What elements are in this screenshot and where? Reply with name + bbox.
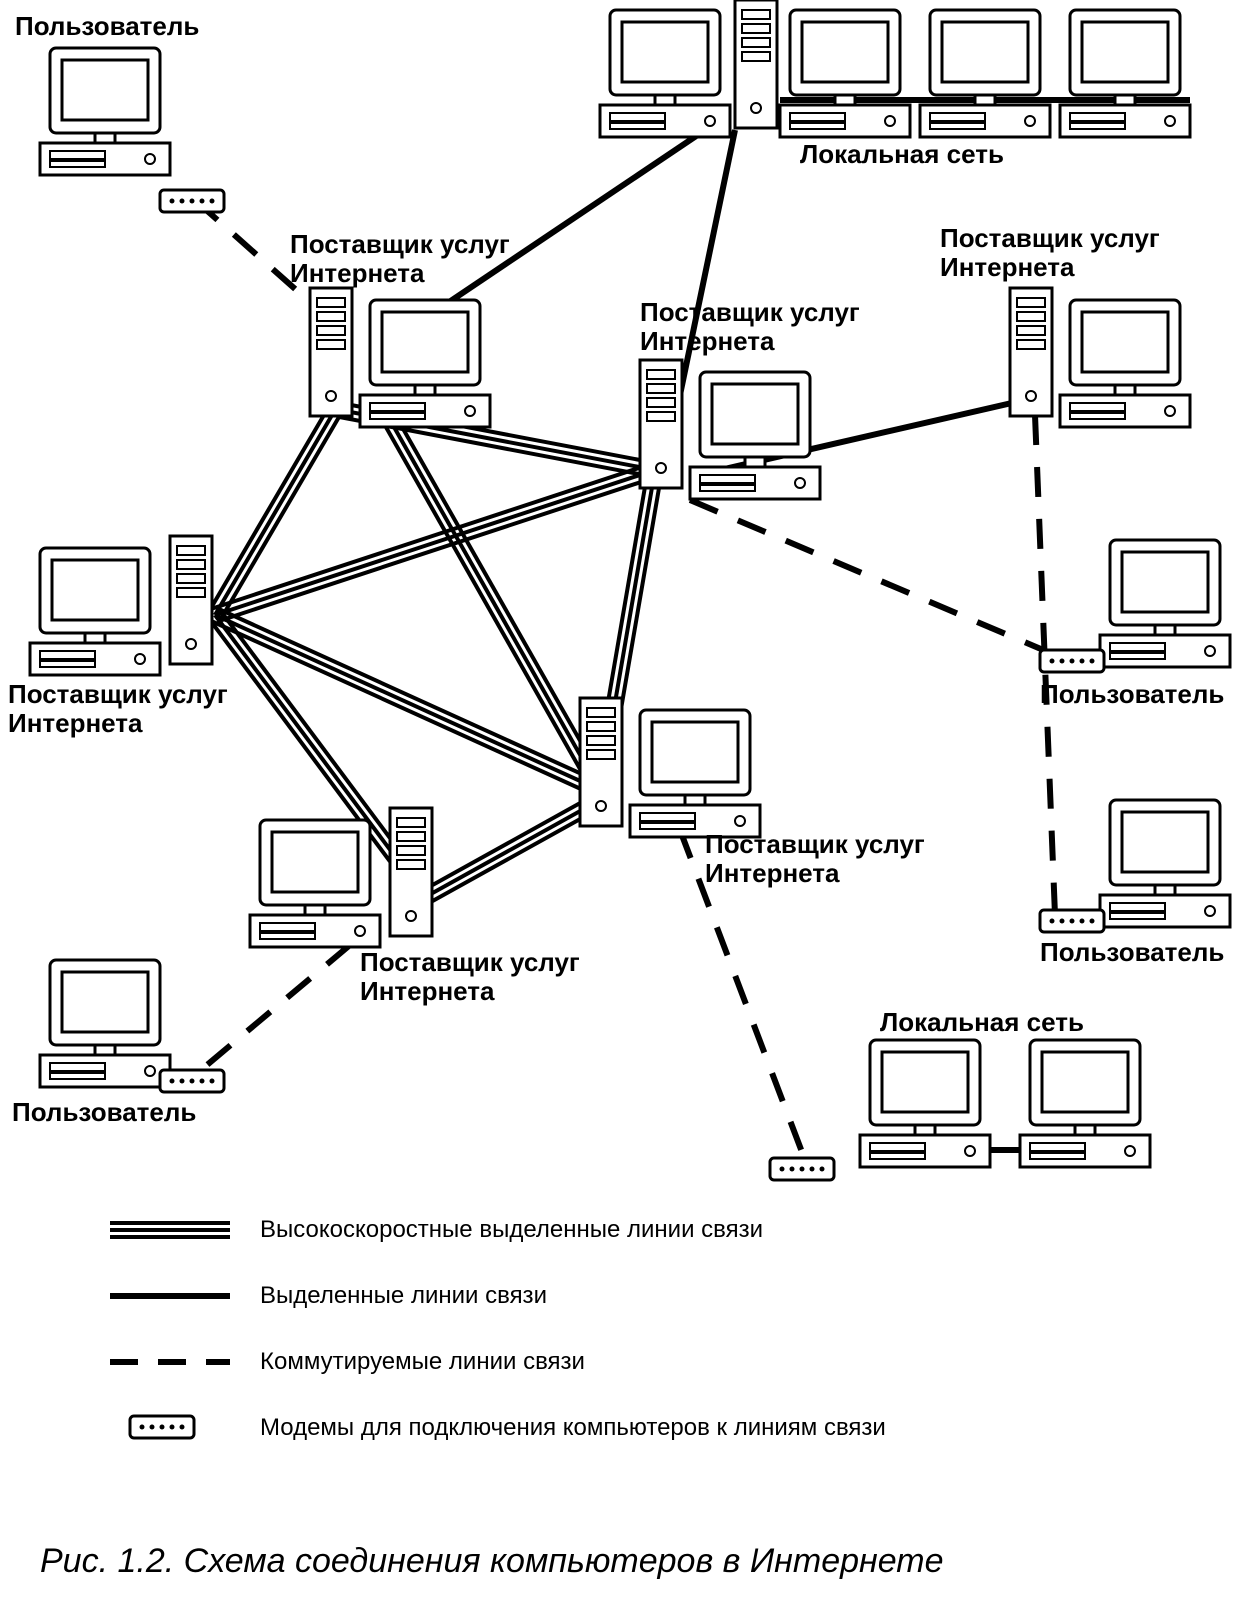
- legend-label: Высокоскоростные выделенные линии связи: [260, 1216, 763, 1244]
- node-label: Поставщик услуг Интернета: [8, 680, 228, 737]
- computer-icon: [1100, 800, 1230, 927]
- server-icon: [1010, 288, 1052, 416]
- node-label: Пользователь: [15, 12, 199, 41]
- server-icon: [580, 698, 622, 826]
- modem-icon: [130, 1416, 194, 1438]
- node-label: Поставщик услуг Интернета: [360, 948, 580, 1005]
- server-icon: [390, 808, 432, 936]
- node-label: Поставщик услуг Интернета: [705, 830, 925, 887]
- legend: [110, 1223, 230, 1438]
- computer-icon: [360, 300, 490, 427]
- modem-icon: [1040, 910, 1104, 932]
- computer-icon: [40, 48, 170, 175]
- computer-icon: [600, 10, 730, 137]
- dialup-line: [690, 500, 1055, 655]
- modem-icon: [160, 1070, 224, 1092]
- computer-icon: [1100, 540, 1230, 667]
- node-label: Локальная сеть: [880, 1008, 1084, 1037]
- computer-icon: [630, 710, 760, 837]
- backbone-line: [212, 621, 597, 796]
- server-icon: [735, 0, 777, 128]
- computer-icon: [40, 960, 170, 1087]
- computer-icon: [690, 372, 820, 499]
- node-label: Поставщик услуг Интернета: [940, 224, 1160, 281]
- backbone-line: [209, 406, 329, 611]
- server-icon: [640, 360, 682, 488]
- node-label: Пользователь: [1040, 680, 1224, 709]
- modem-icon: [1040, 650, 1104, 672]
- modem-icon: [770, 1158, 834, 1180]
- computer-icon: [1060, 10, 1190, 137]
- backbone-line: [420, 800, 600, 900]
- computer-icon: [920, 10, 1050, 137]
- computer-icon: [780, 10, 910, 137]
- computer-icon: [1020, 1040, 1150, 1167]
- backbone-line: [423, 806, 603, 906]
- computer-icon: [250, 820, 380, 947]
- computer-icon: [1060, 300, 1190, 427]
- legend-label: Выделенные линии связи: [260, 1282, 547, 1310]
- computer-icon: [860, 1040, 990, 1167]
- dialup-line: [195, 945, 350, 1075]
- computer-icon: [30, 548, 160, 675]
- node-label: Локальная сеть: [800, 140, 1004, 169]
- backbone-line: [215, 410, 335, 615]
- node-label: Поставщик услуг Интернета: [290, 230, 510, 287]
- legend-label: Коммутируемые линии связи: [260, 1348, 585, 1376]
- server-icon: [310, 288, 352, 416]
- modem-icon: [160, 190, 224, 212]
- node-label: Поставщик услуг Интернета: [640, 298, 860, 355]
- node-label: Пользователь: [1040, 938, 1224, 967]
- backbone-line: [396, 417, 606, 787]
- figure-caption: Рис. 1.2. Схема соединения компьютеров в…: [40, 1542, 944, 1581]
- node-label: Пользователь: [12, 1098, 196, 1127]
- backbone-line: [417, 794, 597, 894]
- server-icon: [170, 536, 212, 664]
- legend-label: Модемы для подключения компьютеров к лин…: [260, 1414, 886, 1442]
